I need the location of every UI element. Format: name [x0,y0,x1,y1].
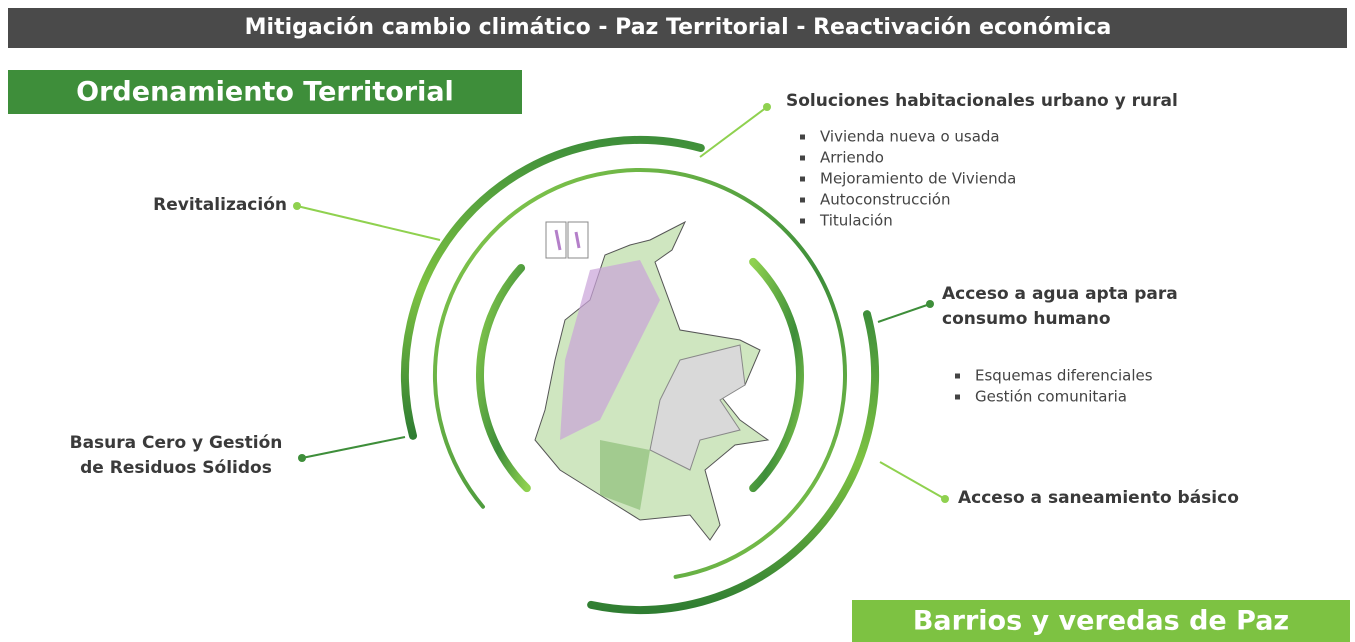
connector [301,436,406,459]
connector-dot [293,202,301,210]
connector-dot [298,454,306,462]
right-banner-title: Barrios y veredas de Paz [913,606,1289,637]
connector-dot [926,300,934,308]
item-title: consumo humano [942,309,1111,329]
bullet: Gestión comunitaria [975,388,1127,406]
connector [296,205,441,241]
ring-arc [587,310,879,614]
bullet-marker [955,394,960,400]
map-inset [567,221,589,259]
item-title: Acceso a saneamiento básico [958,488,1239,508]
connector [877,303,931,323]
bullet-marker [800,197,805,203]
bullet-marker [800,176,805,182]
bullet: Esquemas diferenciales [975,367,1153,385]
bullet-marker [800,134,805,140]
item-title: Basura Cero y Gestión [70,433,283,453]
map [534,220,770,541]
header-bar [8,8,1347,48]
connector-dot [941,495,949,503]
left-banner [8,70,522,114]
connector-dot [763,103,771,111]
items: Soluciones habitacionales urbano y rural… [70,91,1239,508]
item-title: de Residuos Sólidos [80,458,272,478]
rings [401,136,879,614]
left-banner-title: Ordenamiento Territorial [76,77,454,108]
connector [699,106,768,158]
item-title: Soluciones habitacionales urbano y rural [786,91,1178,111]
bullet: Vivienda nueva o usada [820,128,1000,146]
connector [879,461,946,500]
bullet-marker [800,218,805,224]
map-region [600,440,650,510]
header-title: Mitigación cambio climático - Paz Territ… [245,15,1112,40]
map-inset [545,221,567,259]
ring-arc [433,168,847,579]
bullet: Arriendo [820,149,884,167]
item-title: Revitalización [153,195,287,215]
bullet-marker [800,155,805,161]
bullet: Titulación [819,212,893,230]
bullet-marker [955,373,960,379]
item-title: Acceso a agua apta para [942,284,1178,304]
map-region [560,260,660,440]
bullet: Mejoramiento de Vivienda [820,170,1016,188]
ring-arc [401,136,705,440]
map-region [649,344,746,471]
ring-arc [476,263,531,493]
right-banner [852,600,1350,642]
bullet: Autoconstrucción [820,191,950,209]
map-island [554,229,581,251]
ring-arc [749,257,804,493]
